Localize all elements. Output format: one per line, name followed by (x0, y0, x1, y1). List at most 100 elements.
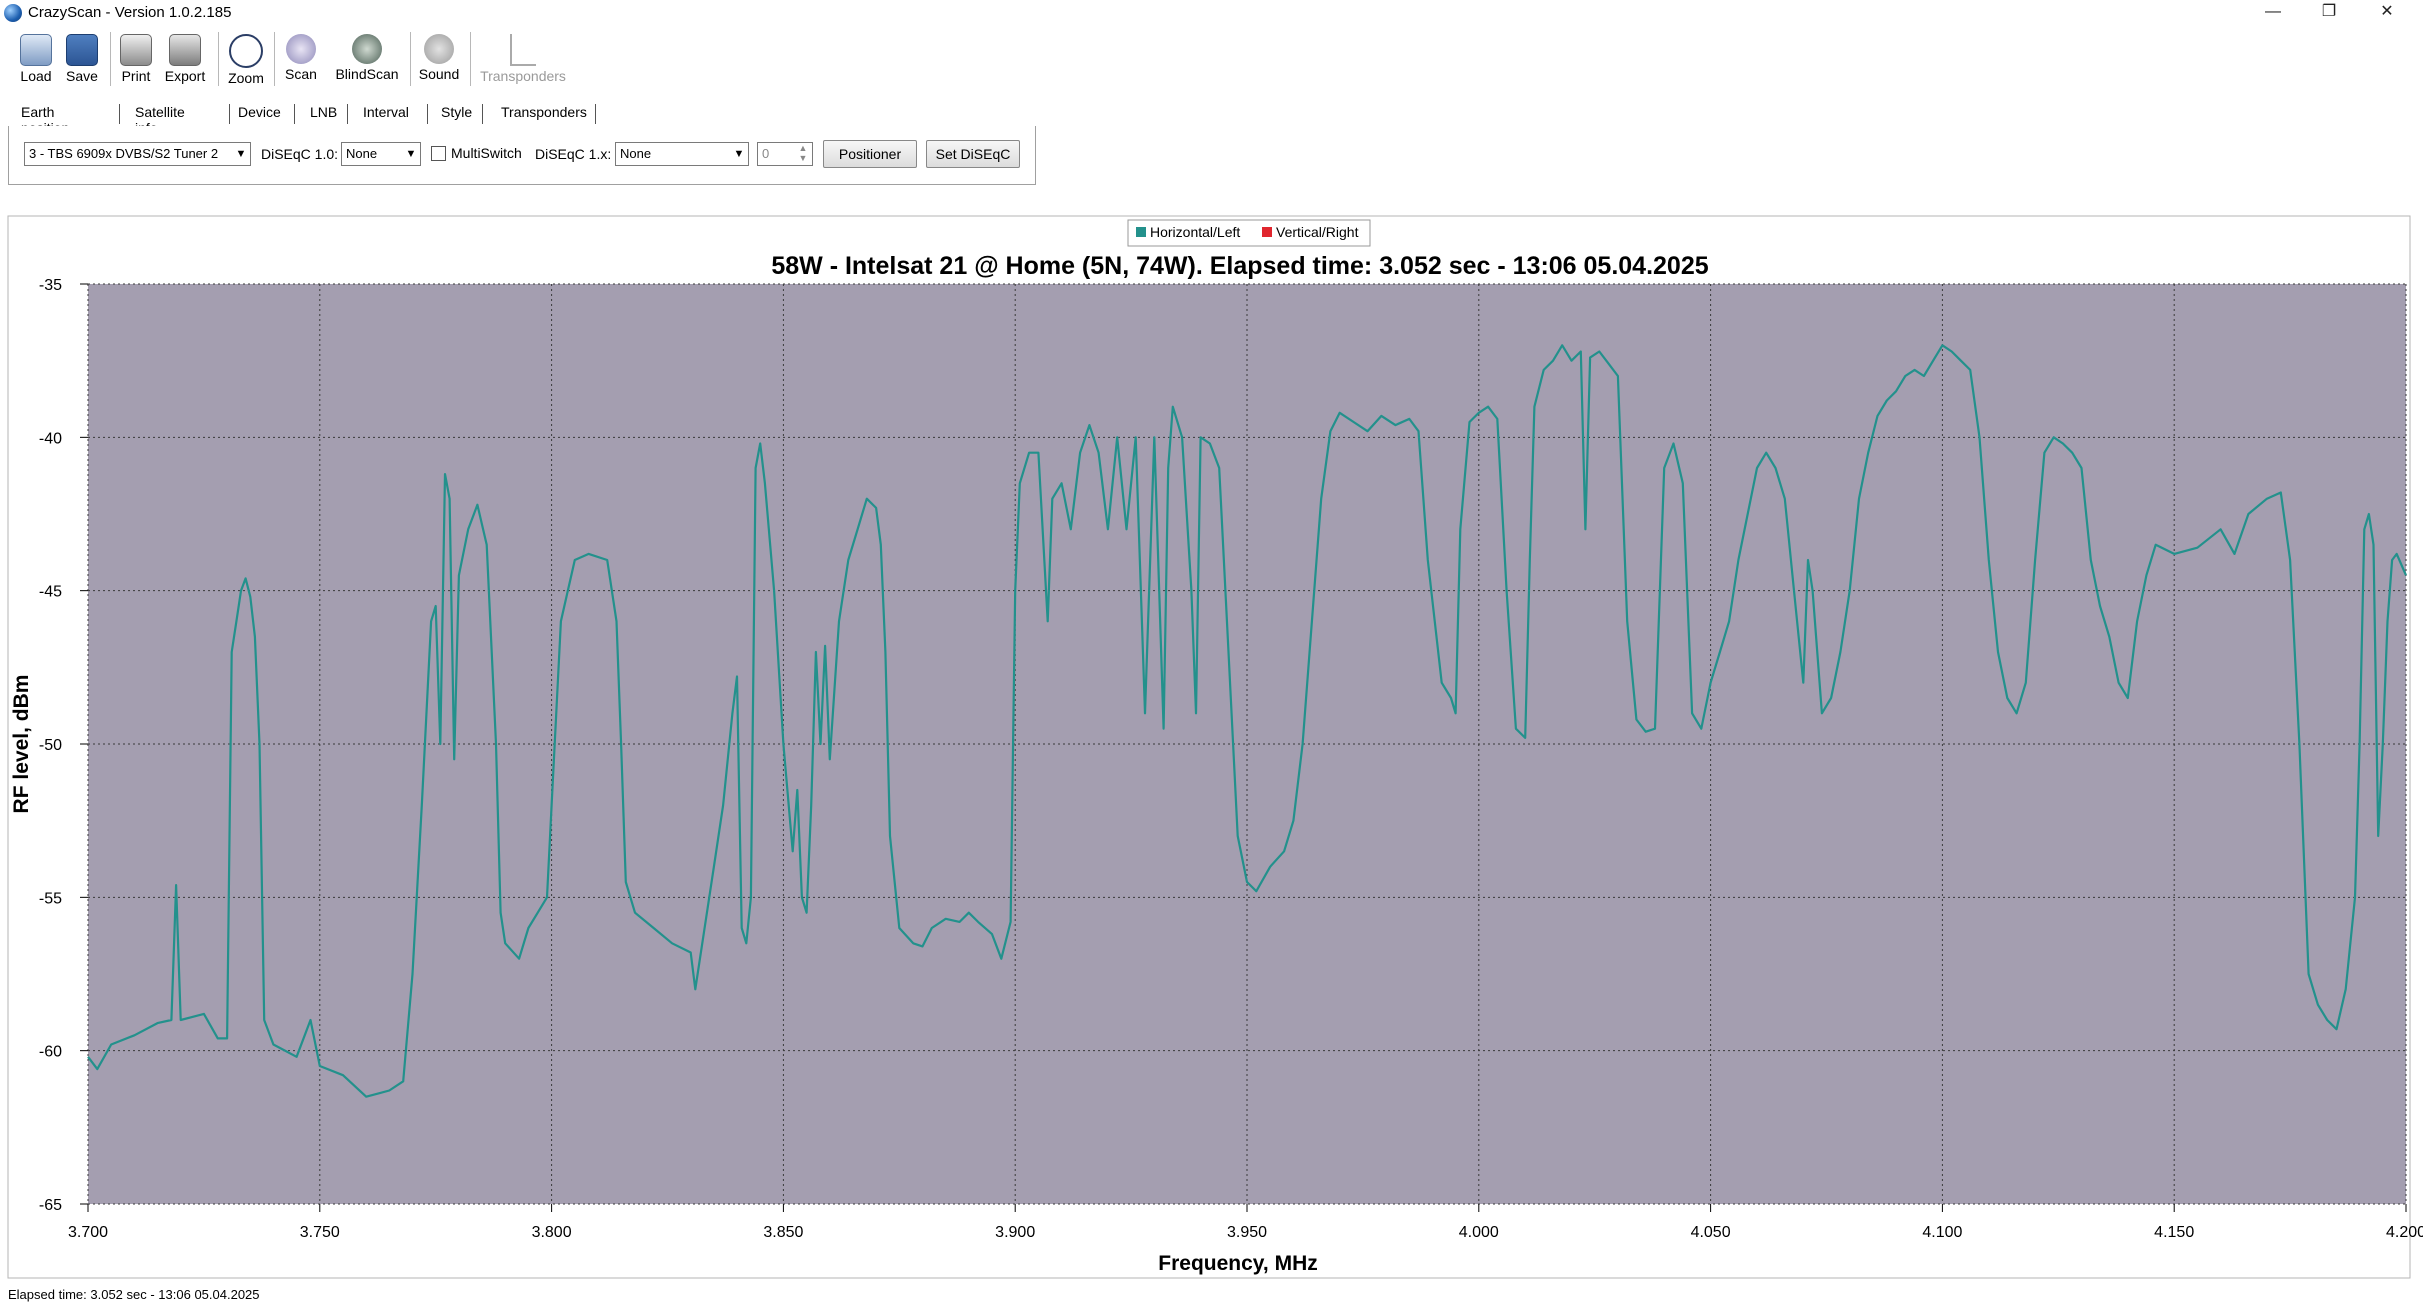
y-tick-label: -35 (39, 277, 62, 294)
sound-label: Sound (418, 66, 460, 82)
x-tick-label: 4.150 (2154, 1224, 2194, 1241)
chart-title: 58W - Intelsat 21 @ Home (5N, 74W). Elap… (771, 252, 1708, 280)
tab-separator (294, 104, 295, 124)
app-icon (4, 4, 22, 22)
export-button[interactable]: Export (160, 28, 210, 88)
tab-separator (347, 104, 348, 124)
chevron-down-icon: ▼ (235, 148, 247, 160)
diseqc1x-select[interactable]: None ▼ (615, 142, 749, 166)
y-tick-label: -45 (39, 584, 62, 601)
tab-lnb[interactable]: LNB (310, 104, 338, 120)
transponders-icon (510, 34, 536, 66)
x-axis: 3.700 3.750 3.800 3.850 3.900 3.950 4.000 4.050… (68, 1204, 2423, 1241)
save-button[interactable]: Save (62, 28, 102, 88)
printer-icon (120, 34, 152, 66)
x-tick-label: 4.200 (2386, 1224, 2423, 1241)
minimize-button[interactable]: — (2265, 3, 2281, 20)
spinner-arrows-icon: ▲ ▼ (798, 143, 808, 163)
chevron-down-icon: ▼ (733, 148, 745, 160)
multiswitch-checkbox[interactable] (431, 146, 446, 161)
tab-interval[interactable]: Interval (363, 104, 409, 120)
toolbar-separator (274, 32, 275, 86)
legend-swatch-horizontal (1136, 227, 1146, 237)
export-label: Export (164, 68, 206, 84)
tab-separator (119, 104, 120, 124)
title-bar: CrazyScan - Version 1.0.2.185 — ❐ ✕ (0, 0, 2423, 26)
print-label: Print (121, 68, 151, 84)
tab-device[interactable]: Device (238, 104, 281, 120)
y-axis-label: RF level, dBm (10, 675, 33, 814)
transponders-label: Transponders (480, 68, 566, 84)
legend-label-vertical: Vertical/Right (1276, 224, 1359, 240)
toolbar-separator (110, 32, 111, 86)
load-button[interactable]: Load (14, 28, 58, 88)
x-tick-label: 4.000 (1459, 1224, 1499, 1241)
toolbar: Load Save Print Export Zoom Scan BlindSc… (0, 28, 1000, 88)
legend-label-horizontal: Horizontal/Left (1150, 224, 1240, 240)
tab-style[interactable]: Style (441, 104, 473, 120)
restore-button[interactable]: ❐ (2321, 3, 2337, 20)
multiswitch-label: MultiSwitch (451, 145, 522, 161)
device-panel: 3 - TBS 6909x DVBS/S2 Tuner 2 ▼ DiSEqC 1… (8, 126, 1036, 185)
diseqc10-label: DiSEqC 1.0: (261, 146, 339, 162)
status-bar: Elapsed time: 3.052 sec - 13:06 05.04.20… (8, 1287, 260, 1302)
diseqc10-select-value: None (346, 146, 378, 161)
spinner-value: 0 (762, 146, 770, 161)
tuner-select-value: 3 - TBS 6909x DVBS/S2 Tuner 2 (29, 146, 219, 161)
blindscan-icon (352, 34, 382, 64)
x-tick-label: 3.900 (995, 1224, 1035, 1241)
save-label: Save (66, 68, 98, 84)
x-axis-label: Frequency, MHz (1158, 1252, 1317, 1275)
sound-icon (424, 34, 454, 64)
blindscan-label: BlindScan (335, 66, 399, 82)
legend-box (1127, 219, 1371, 247)
set-diseqc-button[interactable]: Set DiSEqC (926, 140, 1020, 168)
y-tick-label: -50 (39, 737, 62, 754)
transponders-button[interactable]: Transponders (478, 28, 568, 88)
legend-swatch-vertical (1262, 227, 1272, 237)
floppy-icon (66, 34, 98, 66)
y-tick-label: -55 (39, 890, 62, 907)
zoom-button[interactable]: Zoom (224, 28, 268, 88)
folder-icon (20, 34, 52, 66)
close-button[interactable]: ✕ (2380, 3, 2394, 20)
spectrum-chart: Horizontal/Left Vertical/Right 58W - Int… (7, 215, 2423, 1279)
x-tick-label: 3.950 (1227, 1224, 1267, 1241)
series-line-horizontal-left (87, 344, 2408, 1098)
tab-separator (595, 104, 596, 124)
window-title: CrazyScan - Version 1.0.2.185 (28, 4, 232, 21)
tab-separator (427, 104, 428, 124)
x-tick-label: 4.100 (1922, 1224, 1962, 1241)
sound-button[interactable]: Sound (416, 28, 462, 88)
diseqc1x-spinner[interactable]: 0 ▲ ▼ (757, 142, 813, 166)
tab-separator (229, 104, 230, 124)
load-label: Load (20, 68, 52, 84)
zoom-label: Zoom (228, 70, 264, 86)
y-tick-label: -65 (39, 1197, 62, 1214)
diseqc1x-select-value: None (620, 146, 652, 161)
y-axis: -35 -40 -45 -50 -55 -60 -65 (39, 277, 88, 1214)
x-tick-label: 3.750 (300, 1224, 340, 1241)
toolbar-separator (470, 32, 471, 86)
x-tick-label: 3.850 (763, 1224, 803, 1241)
gridlines (87, 283, 2407, 1205)
y-tick-label: -40 (39, 430, 62, 447)
tab-transponders[interactable]: Transponders (501, 104, 587, 120)
chevron-down-icon: ▼ (405, 148, 417, 160)
x-tick-label: 3.700 (68, 1224, 108, 1241)
toolbar-separator (410, 32, 411, 86)
scan-icon (286, 34, 316, 64)
diseqc1x-label: DiSEqC 1.x: (535, 146, 612, 162)
blindscan-button[interactable]: BlindScan (332, 28, 402, 88)
positioner-button[interactable]: Positioner (823, 140, 917, 168)
diseqc10-select[interactable]: None ▼ (341, 142, 421, 166)
x-tick-label: 4.050 (1691, 1224, 1731, 1241)
scan-button[interactable]: Scan (280, 28, 322, 88)
toolbar-separator (218, 32, 219, 86)
tuner-select[interactable]: 3 - TBS 6909x DVBS/S2 Tuner 2 ▼ (24, 142, 251, 166)
zoom-icon (229, 34, 263, 68)
x-tick-label: 3.800 (532, 1224, 572, 1241)
tab-separator (482, 104, 483, 124)
print-button[interactable]: Print (116, 28, 156, 88)
y-tick-label: -60 (39, 1044, 62, 1061)
